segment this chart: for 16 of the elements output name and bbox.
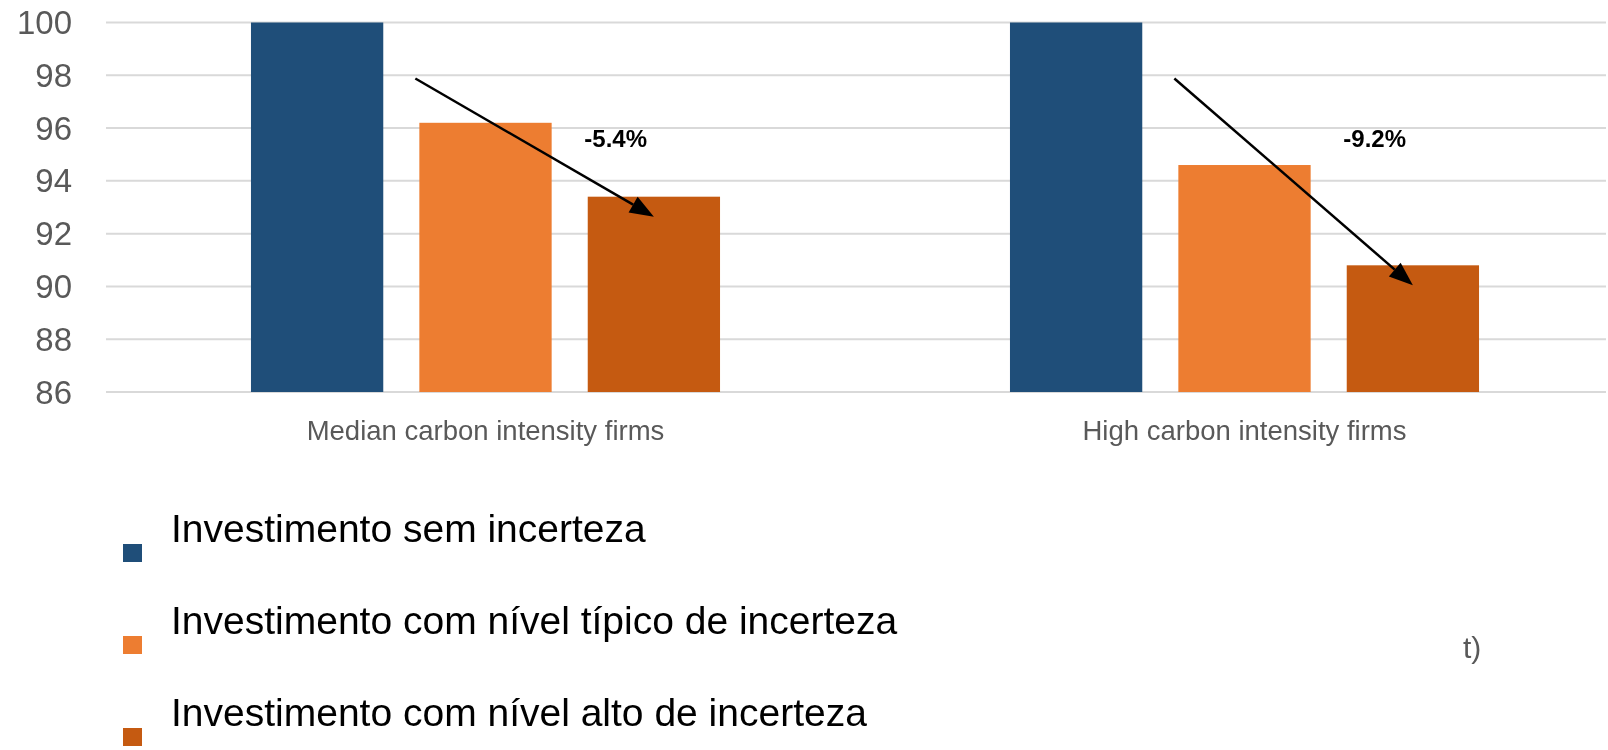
text: t) [1463,631,1482,664]
x-tick-label: Median carbon intensity firms [306,415,665,446]
legend-label: Investimento com nível típico de incerteza [171,599,898,642]
annotation: -9.2% [1343,125,1407,153]
y-tick-label: 86 [35,373,72,411]
y-tick-label: 90 [35,267,72,305]
annotation: -5.4% [584,125,648,153]
legend-label: Investimento com nível alto de incerteza [171,691,868,734]
legend-label: Investimento sem incerteza [171,507,647,550]
y-tick-label: 94 [35,162,72,200]
x-tick-label: High carbon intensity firms [1082,415,1407,446]
y-tick-label: 88 [35,320,72,358]
y-tick-label: 98 [35,56,72,94]
y-tick-label: 92 [35,215,72,253]
y-tick-label: 100 [16,4,72,42]
y-tick-label: 96 [35,109,72,147]
